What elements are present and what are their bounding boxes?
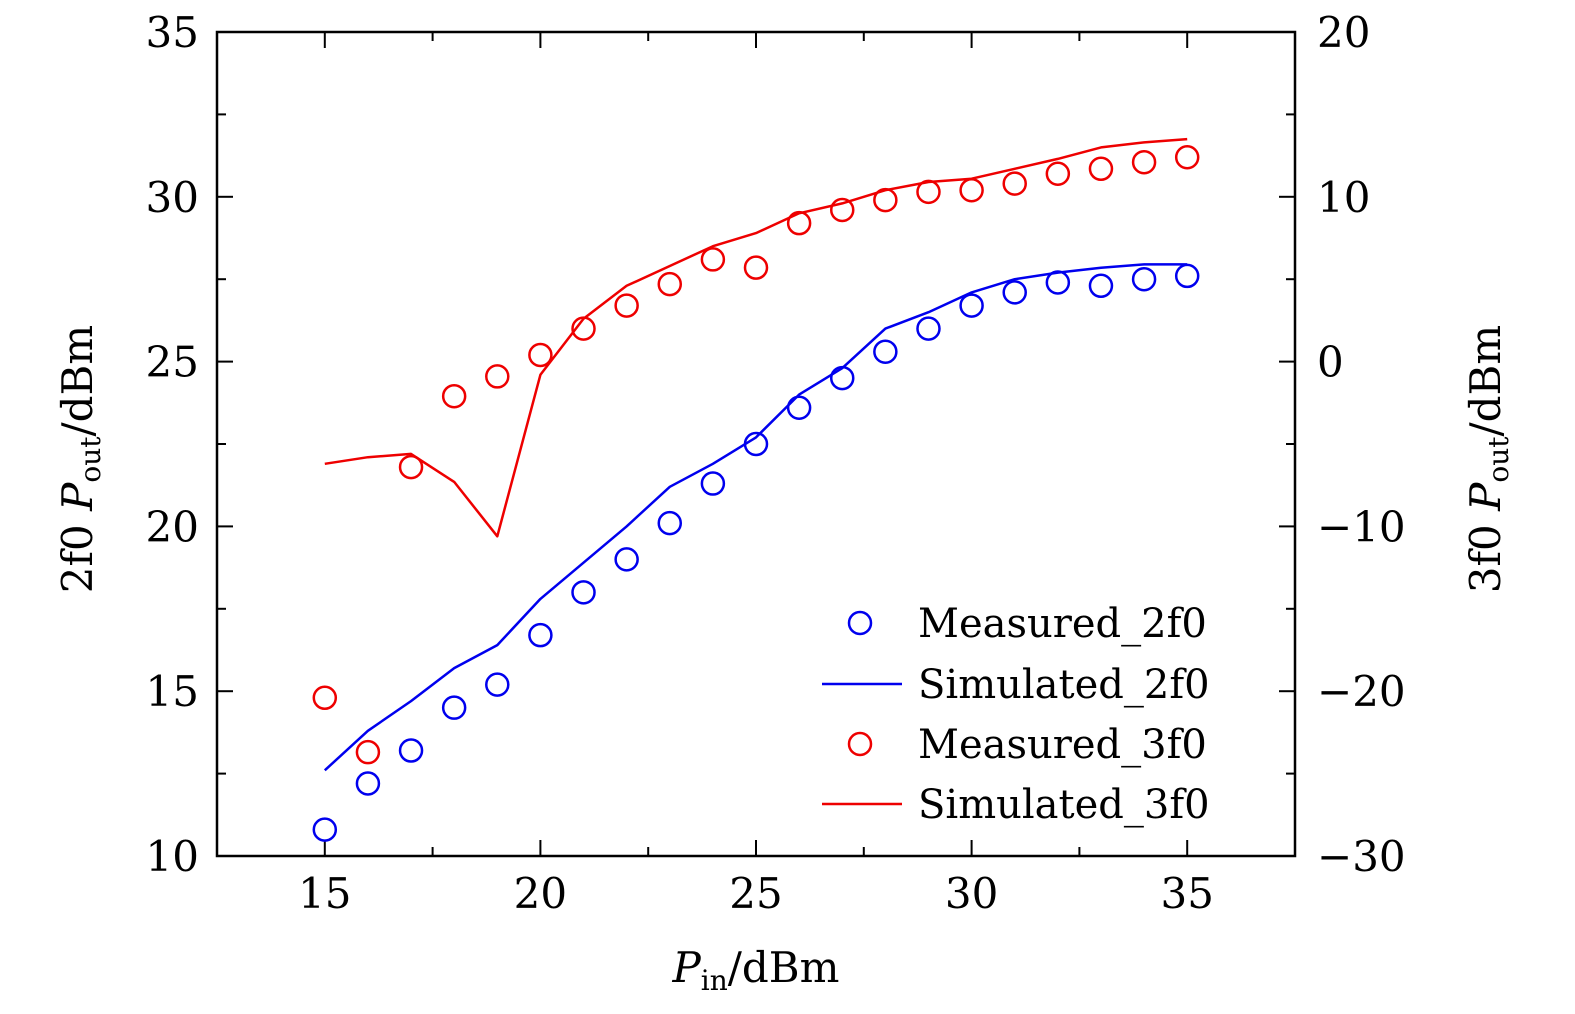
x-tick-label: 25 [729,869,782,918]
y-right-tick-label: 10 [1317,173,1370,222]
data-point [398,738,424,763]
legend-marker-swatch [847,731,873,757]
data-point [1174,263,1200,289]
x-tick-label: 30 [945,869,998,918]
data-point [829,365,855,391]
data-point [485,364,510,389]
data-point [528,342,553,368]
data-point [312,817,338,842]
data-point [1002,280,1027,305]
plot-series [312,137,1200,842]
data-point [528,622,553,648]
legend-item: Simulated_3f0 [822,782,1210,828]
data-point [355,771,381,796]
y-left-tick-label: 30 [146,173,199,222]
legend-item: Measured_3f0 [847,722,1207,768]
y-left-tick-label: 15 [146,667,199,716]
x-axis-title: Pin/dBm [672,943,840,997]
data-point [700,247,726,272]
legend-label: Simulated_2f0 [918,662,1210,708]
legend-label: Measured_2f0 [918,601,1207,647]
tick-labels: 15 20 25 30 35 10 15 20 25 30 35 −30 −20 −10 0 10 20 [146,8,1406,918]
data-point [485,672,510,697]
y-axis-right-title-unit: /dBm [1461,325,1510,437]
series-line [323,263,1188,772]
y-right-tick-label: −10 [1317,502,1406,551]
y-right-tick-label: 0 [1317,338,1344,387]
x-axis-title-main: P [672,943,702,992]
data-point [959,177,984,203]
legend-item: Simulated_2f0 [822,662,1210,708]
series-simulated-2f0 [323,263,1188,772]
series-measured-2f0 [312,263,1200,842]
data-point [312,685,338,711]
y-axis-right-title-sub: out [1482,436,1515,483]
legend-item: Measured_2f0 [847,601,1207,647]
y-axis-left-title-unit: /dBm [53,325,102,437]
data-point [355,739,381,765]
y-right-tick-label: −30 [1317,832,1406,881]
data-point [700,471,726,496]
y-right-tick-label: 20 [1317,8,1370,57]
x-tick-label: 15 [298,869,351,918]
y-axis-left-title-prefix: 2f0 [53,511,102,593]
plot-frame [215,30,1297,858]
series-simulated-3f0 [324,137,1188,538]
data-point [657,510,683,536]
legend-label: Simulated_3f0 [918,782,1210,828]
axis-ticks [217,31,1296,857]
series-line [324,137,1188,538]
data-point [398,454,424,480]
data-point [959,293,984,318]
y-axis-left-title-main: P [53,482,102,512]
data-point [1088,156,1114,182]
data-point [873,339,898,364]
data-point [829,197,855,223]
data-point [1131,149,1157,175]
data-point [1131,266,1157,292]
data-point [657,271,683,297]
data-point [916,316,941,341]
x-tick-label: 20 [514,869,567,918]
data-point [786,395,812,420]
y-right-tick-label: −20 [1317,667,1406,716]
data-point [441,695,467,720]
data-point [614,547,639,572]
y-axis-right-title-prefix: 3f0 [1461,511,1510,593]
y-axis-right-title-main: P [1461,482,1510,512]
legend-marker-swatch [847,610,873,636]
legend-label: Measured_3f0 [918,722,1207,768]
data-point [571,580,596,605]
legend: Measured_2f0 Simulated_2f0 Measured_3f0 Sim… [822,601,1210,828]
data-point [1002,171,1027,196]
data-point [1174,144,1200,170]
data-point [614,293,639,318]
y-left-tick-label: 10 [146,832,199,881]
y-axis-left-title-sub: out [74,436,107,483]
data-point [743,255,769,280]
y-axis-left-title: 2f0 Pout/dBm [53,325,107,594]
y-axis-right-title: 3f0 Pout/dBm [1461,325,1515,594]
y-left-tick-label: 20 [146,502,199,551]
x-tick-label: 35 [1160,869,1213,918]
data-point [1088,273,1114,299]
x-axis-title-sub: in [701,964,728,997]
data-point [1045,161,1071,186]
data-point [441,383,467,409]
x-axis-title-unit: /dBm [728,943,840,992]
y-left-tick-label: 35 [146,8,199,57]
y-left-tick-label: 25 [146,338,199,387]
